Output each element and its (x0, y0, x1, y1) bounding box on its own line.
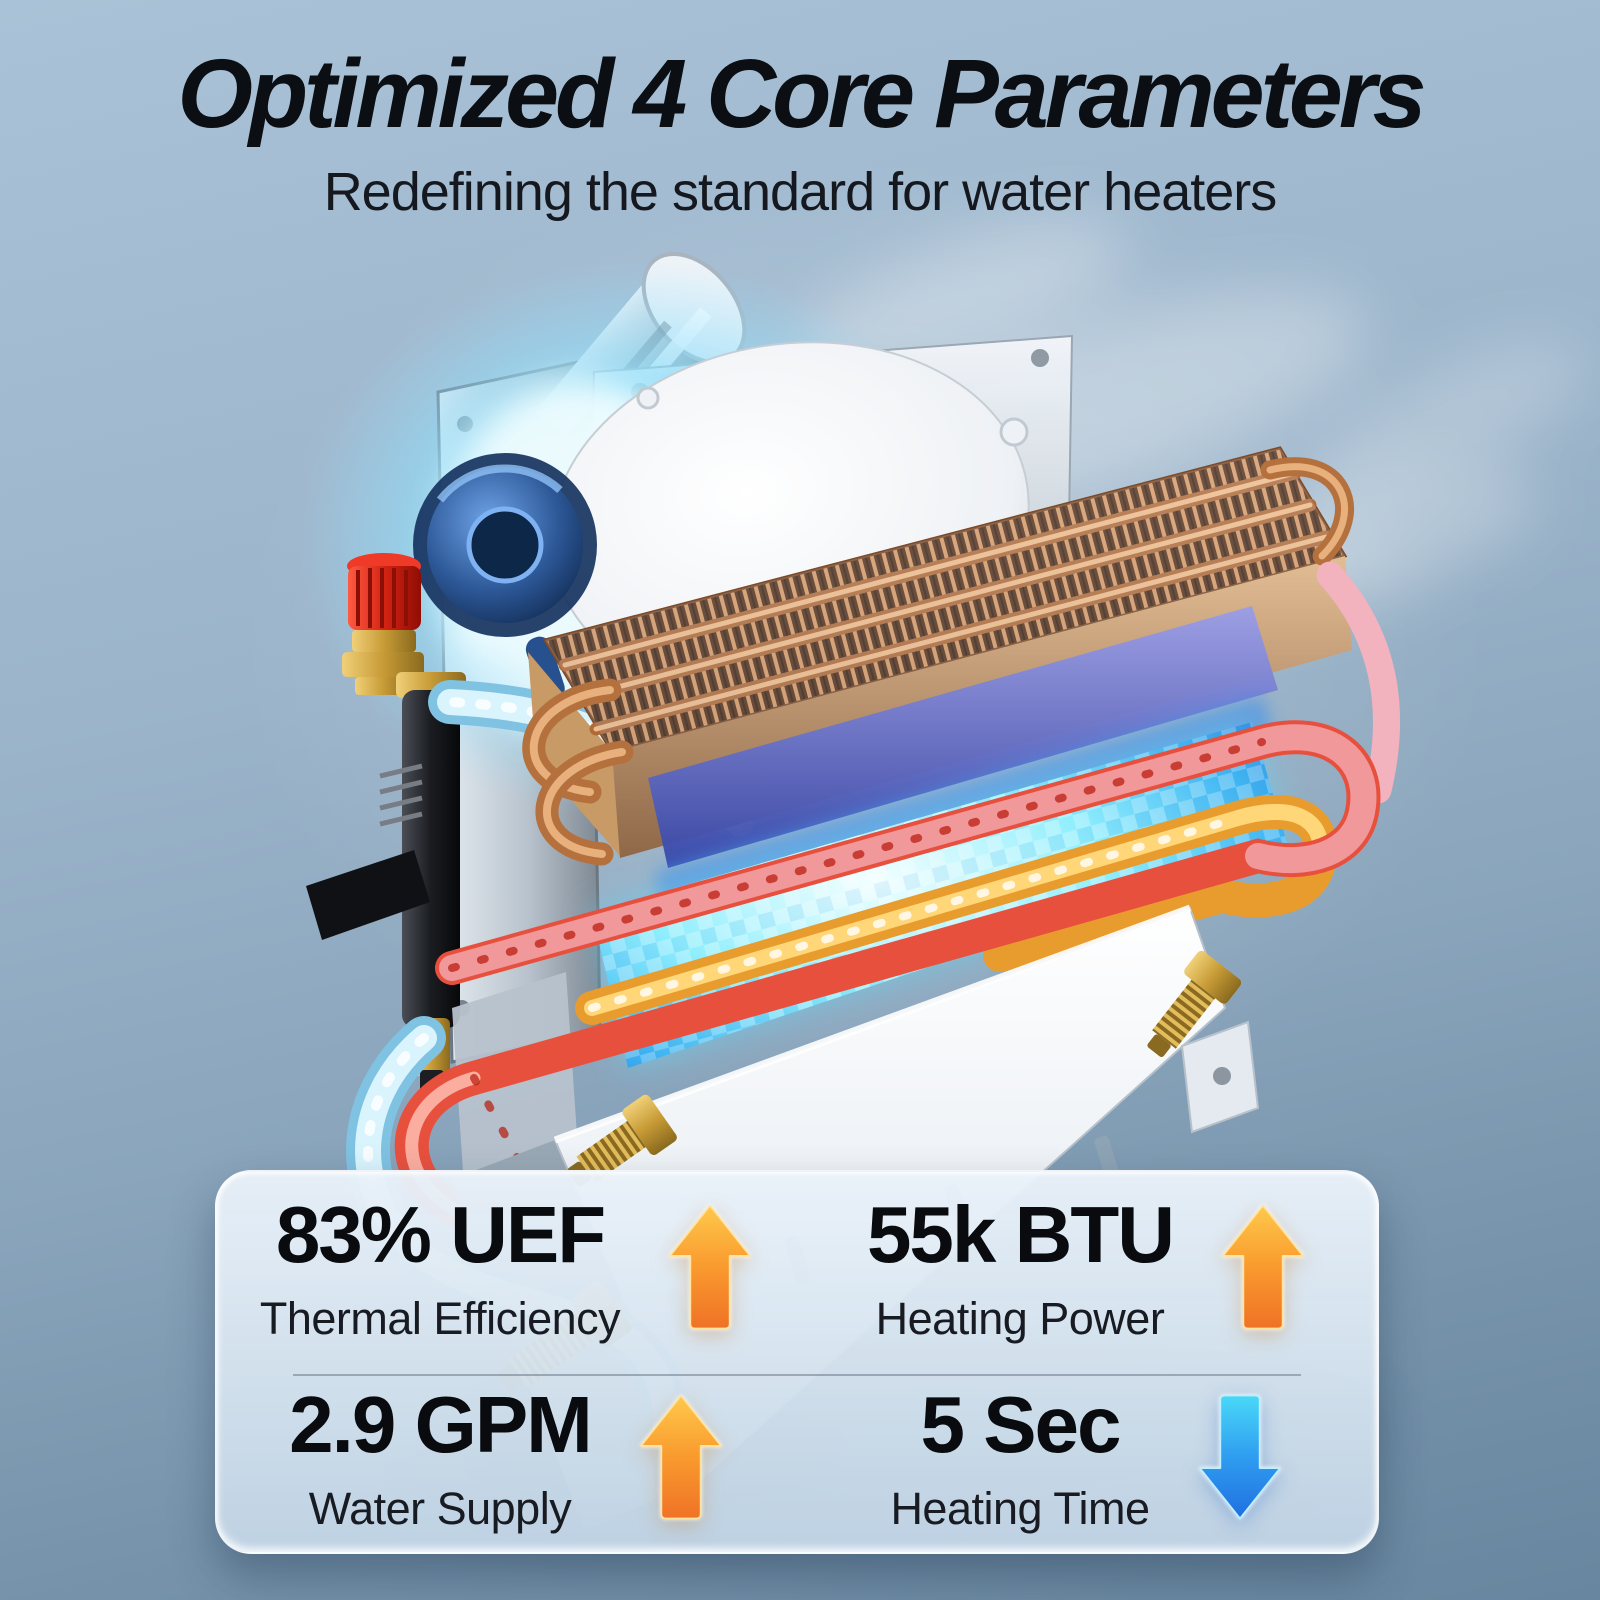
copper-u-bends (522, 457, 1354, 866)
pressure-relief-valve (342, 553, 457, 729)
copper-tubes (558, 466, 1333, 736)
page-title: Optimized 4 Core Parameters (177, 39, 1426, 148)
blower-fan (413, 453, 597, 702)
up-arrow-icon (639, 1394, 722, 1520)
water-valve-assembly (306, 672, 466, 1100)
fan-disc (550, 341, 1030, 763)
base-flange (1180, 1020, 1260, 1134)
heat-exchanger-fins (542, 446, 1348, 754)
stats-divider (293, 1374, 1301, 1376)
fan-plate (584, 334, 1074, 760)
exhaust-vent-pipe (534, 251, 747, 489)
burner-flames (592, 722, 1288, 1068)
heat-exchanger (522, 446, 1354, 866)
up-arrow-icon (669, 1204, 752, 1330)
cold-water-pipe (428, 680, 762, 846)
stat-value: 55k BTU (866, 1190, 1175, 1279)
burner (592, 606, 1288, 1068)
stat-label: Heating Time (890, 1483, 1150, 1534)
stat-label: Heating Power (875, 1293, 1165, 1344)
stat-value: 5 Sec (920, 1380, 1121, 1469)
heat-exchanger-body (612, 556, 1352, 858)
stats-row-bottom: 2.9 GPM Water Supply 5 Sec Heating Time (217, 1362, 1377, 1552)
stats-row-top: 83% UEF Thermal Efficiency 55k BTU Heati… (217, 1172, 1377, 1362)
fan-glow (300, 260, 980, 820)
mounting-panel (436, 358, 602, 1064)
heat-exchanger-left-cap (528, 652, 620, 856)
header: Optimized 4 Core Parameters Redefining t… (0, 39, 1600, 223)
warm-water-pipe (575, 794, 1338, 1025)
stat-heating-time: 5 Sec Heating Time (797, 1379, 1377, 1535)
stat-value: 2.9 GPM (289, 1380, 593, 1469)
up-arrow-icon (1222, 1204, 1305, 1330)
hot-water-pipe (394, 561, 1401, 1239)
down-arrow-icon (1198, 1394, 1281, 1520)
stat-water-supply: 2.9 GPM Water Supply (217, 1379, 797, 1535)
stats-panel: 83% UEF Thermal Efficiency 55k BTU Heati… (215, 1170, 1379, 1554)
page-subtitle: Redefining the standard for water heater… (323, 161, 1278, 222)
stat-label: Water Supply (308, 1483, 572, 1534)
ground-symbol-icon (463, 579, 521, 637)
backplate (648, 606, 1278, 868)
steam (794, 220, 1587, 661)
brass-fitting-right (1147, 950, 1242, 1058)
stat-heating-power: 55k BTU Heating Power (797, 1189, 1377, 1345)
stat-label: Thermal Efficiency (259, 1293, 621, 1344)
stat-value: 83% UEF (275, 1190, 606, 1279)
stat-thermal-efficiency: 83% UEF Thermal Efficiency (217, 1189, 797, 1345)
